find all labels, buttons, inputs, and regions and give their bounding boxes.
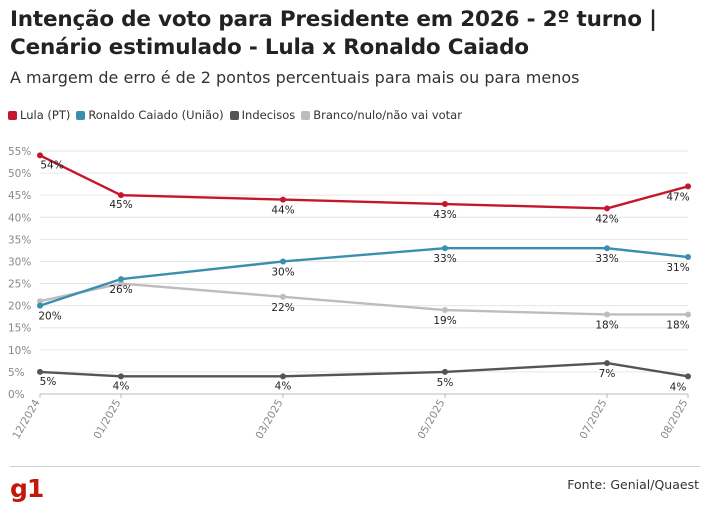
data-label: 22% [271,302,294,314]
legend-label-branco: Branco/nulo/não vai votar [313,108,462,122]
data-point [37,298,43,305]
y-tick-label: 55% [8,146,31,158]
series-line-lula-pt- [39,154,689,210]
data-point [118,373,124,380]
data-label: 33% [595,253,618,265]
data-point [37,152,43,159]
data-point [604,245,610,252]
data-point [118,276,124,283]
x-tick-label: 05/2025 [415,398,447,442]
legend-label-caiado: Ronaldo Caiado (União) [88,108,224,122]
data-point [685,311,691,318]
x-tick-label: 07/2025 [577,398,609,442]
data-point [604,311,610,318]
legend-swatch-indecisos [229,110,239,120]
series-line-branco-nulo-n-o-vai-votar [39,282,688,316]
legend-swatch-caiado [76,110,86,120]
g1-logo: g1 [10,474,44,503]
legend-label-indecisos: Indecisos [241,108,296,122]
legend-item-branco: Branco/nulo/não vai votar [301,108,462,122]
data-point [604,205,610,212]
data-point [37,368,43,375]
chart-subtitle: A margem de erro é de 2 pontos percentua… [10,68,580,87]
x-tick-label: 03/2025 [253,398,285,442]
series-line-indecisos [39,361,689,378]
grid-layer: 0% 5% 10% 15% 20% 25% 30% 35% 40% 45% 50% 55% [8,146,688,401]
series-layer [37,152,691,380]
data-label: 26% [109,284,132,296]
y-tick-label: 25% [8,279,31,291]
data-label: 5% [437,377,454,389]
data-label: 18% [666,319,689,331]
legend-label-lula: Lula (PT) [20,108,71,122]
chart-title: Intenção de voto para Presidente em 2026… [10,7,657,60]
legend-item-indecisos: Indecisos [229,108,296,122]
y-tick-label: 50% [8,168,31,180]
y-tick-label: 30% [8,256,31,268]
footer-divider [10,466,700,467]
data-point [442,368,448,375]
data-point [442,307,448,314]
data-point [37,302,43,309]
y-tick-label: 5% [8,367,25,379]
data-point [280,293,286,300]
series-line-ronaldo-caiado-uni-o- [39,246,689,307]
x-tick-label: 12/2024 [10,397,42,441]
data-point [685,254,691,261]
data-label: 47% [666,191,689,203]
y-tick-label: 35% [8,234,31,246]
data-label: 43% [433,209,456,221]
y-tick-label: 45% [8,190,31,202]
data-point [280,373,286,380]
x-tick-label: 01/2025 [91,398,123,442]
x-tick-label: 08/2025 [658,398,690,442]
source-note: Fonte: Genial/Quaest [567,477,699,492]
data-point [118,280,124,287]
data-label: 33% [433,253,456,265]
data-point [685,373,691,380]
y-tick-label: 10% [8,345,31,357]
data-label: 4% [275,380,292,392]
data-point [442,245,448,252]
y-tick-label: 40% [8,212,31,224]
data-label: 7% [599,368,616,380]
data-label: 18% [595,319,618,331]
y-tick-label: 0% [8,389,25,401]
data-point [118,192,124,199]
data-label: 42% [595,213,618,225]
data-label: 30% [271,266,294,278]
data-label: 19% [433,315,456,327]
y-tick-label: 20% [8,301,31,313]
data-point [442,201,448,208]
x-axis-ticks: 12/2024 01/2025 03/2025 05/2025 07/2025 08/20… [10,394,691,442]
legend-item-caiado: Ronaldo Caiado (União) [76,108,224,122]
data-label: 20% [38,311,61,323]
legend: Lula (PT) Ronaldo Caiado (União) Indecis… [8,108,462,122]
data-point [604,360,610,367]
data-label: 31% [666,262,689,274]
data-label: 45% [109,199,132,211]
data-label: 4% [670,381,687,393]
data-label: 44% [271,205,294,217]
data-labels: 54% 45% 44% 43% 42% 47% 20% 26% 30% 33% 33% 31% 5% 4%… [38,159,689,393]
legend-swatch-branco [301,110,311,120]
data-label: 54% [40,159,63,171]
data-point [280,258,286,265]
legend-swatch-lula [8,110,17,120]
data-point [280,196,286,203]
y-tick-label: 15% [8,323,31,335]
data-point [685,183,691,190]
data-label: 5% [40,376,57,388]
legend-item-lula: Lula (PT) [8,108,70,122]
data-label: 4% [113,380,130,392]
